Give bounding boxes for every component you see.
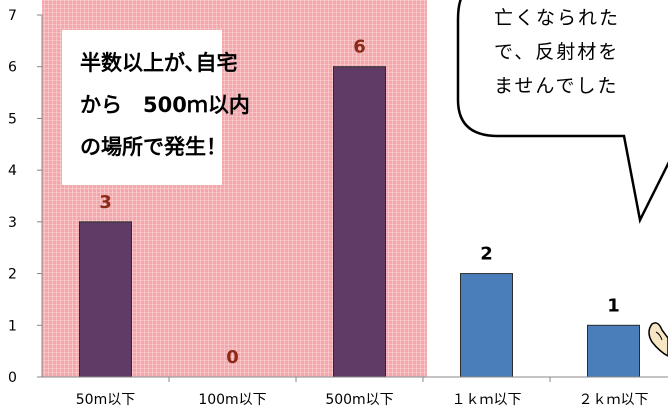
data-label: 1 xyxy=(607,295,620,316)
data-label: 6 xyxy=(353,37,366,58)
data-label: 3 xyxy=(99,192,112,213)
y-tick-label: 6 xyxy=(8,60,17,76)
axis-layer: 0 1 2 3 4 5 6 7 50m以下 100m以下 500m以下 １ｋｍ以下 ２ｋｍ以下 xyxy=(8,8,668,408)
y-tick-label: 7 xyxy=(8,8,17,24)
y-tick-label: 2 xyxy=(8,267,17,283)
annotation-line-1: 半数以上が､自宅 xyxy=(80,51,238,75)
pointing-hand-icon xyxy=(648,322,668,357)
y-tick-label: 4 xyxy=(8,163,17,179)
y-tick-label: 5 xyxy=(8,111,17,127)
y-tick-label: 3 xyxy=(8,215,17,231)
y-tick-label: 1 xyxy=(8,318,17,334)
annotation-box-background xyxy=(62,30,222,185)
data-label: 0 xyxy=(226,347,239,368)
bar xyxy=(333,66,386,378)
x-tick-label: 100m以下 xyxy=(198,392,266,408)
x-tick-label: ２ｋｍ以下 xyxy=(579,392,649,408)
bars-layer xyxy=(79,66,640,378)
annotation-line-2: から 500ｍ以内 xyxy=(80,93,250,117)
x-tick-label: １ｋｍ以下 xyxy=(452,392,522,408)
x-tick-label: 500m以下 xyxy=(325,392,393,408)
labels-layer: 3 0 6 2 1 xyxy=(99,37,620,368)
data-label: 2 xyxy=(480,244,493,265)
bar xyxy=(587,324,640,378)
speech-bubble-line-2: で、反射材を xyxy=(494,41,619,63)
speech-bubble-line-1: 亡くなられた xyxy=(494,7,620,29)
x-tick-label: 50m以下 xyxy=(76,392,135,408)
bar xyxy=(460,273,513,378)
annotation-line-3: の場所で発生！ xyxy=(80,135,227,159)
bar xyxy=(79,221,132,378)
speech-bubble-shape xyxy=(456,0,668,224)
y-tick-label: 0 xyxy=(8,370,17,386)
speech-bubble-line-3: ませんでした xyxy=(494,75,618,97)
speech-bubble: 亡くなられた で、反射材を ませんでした xyxy=(456,0,668,224)
annotation-box: 半数以上が､自宅 から 500ｍ以内 の場所で発生！ xyxy=(62,30,250,185)
